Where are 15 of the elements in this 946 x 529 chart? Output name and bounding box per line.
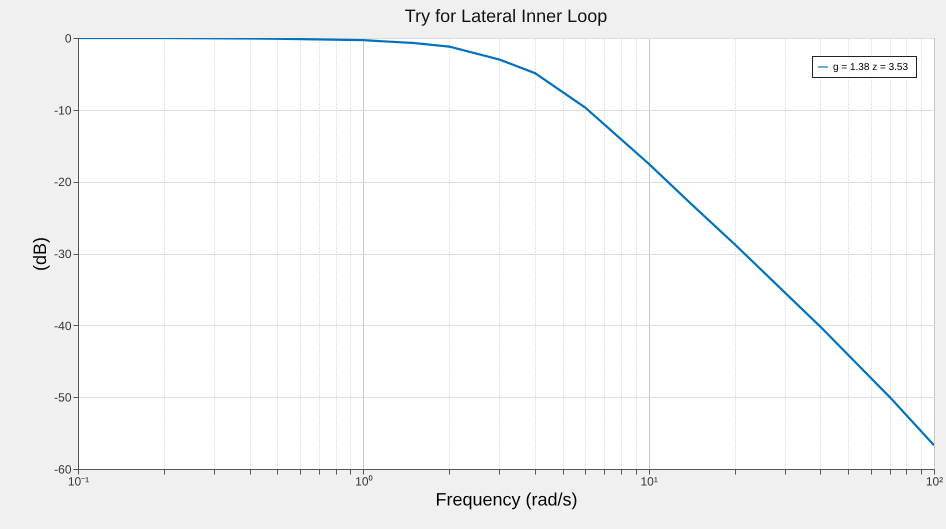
y-tick-label: -60 — [54, 462, 72, 476]
y-tick-label: 0 — [64, 32, 72, 46]
x-tick-label: 10⁻¹ — [68, 474, 90, 488]
legend-label: g = 1.38 z = 3.53 — [833, 62, 908, 73]
x-tick-label: 10⁰ — [355, 474, 373, 488]
x-axis-title: Frequency (rad/s) — [435, 490, 578, 510]
x-tick-label: 10² — [926, 474, 944, 488]
y-tick-label: -20 — [54, 175, 72, 190]
chart-title: Try for Lateral Inner Loop — [404, 6, 608, 26]
y-tick-label: -50 — [54, 390, 72, 405]
y-tick-label: -30 — [54, 247, 72, 261]
y-tick-label: -40 — [54, 318, 72, 333]
x-tick-label: 10¹ — [640, 474, 658, 488]
y-axis-title: (dB) — [30, 236, 50, 272]
y-tick-label: -10 — [54, 103, 72, 118]
